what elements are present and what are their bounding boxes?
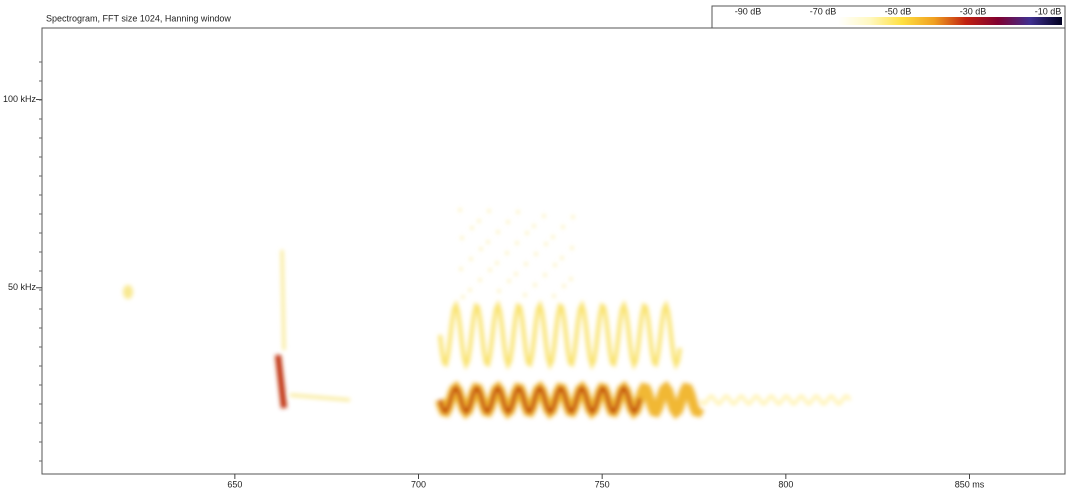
spectral-speck [461,295,465,299]
spectral-speck [525,231,529,235]
spectral-speck [523,293,527,297]
spectral-speck [534,252,538,256]
y-tick-label: 100 kHz [3,94,37,104]
spectral-speck [561,225,565,229]
spectral-speck [505,251,509,255]
spectral-trace [438,385,642,415]
spectral-speck [495,261,499,265]
spectrogram-image [123,208,852,420]
spectral-spot [123,285,133,299]
spectral-speck [469,257,473,261]
x-tick-label: 800 [778,479,793,489]
spectral-speck [488,268,492,272]
spectral-speck [497,289,501,293]
spectral-speck [544,242,548,246]
spectral-speck [496,230,500,234]
spectral-speck [459,267,463,271]
colorbar-label: -70 dB [810,6,837,16]
spectral-speck [468,288,472,292]
spectral-speck [486,240,490,244]
spectral-speck [542,214,546,218]
spectral-trace [698,394,852,406]
colorbar [838,17,1062,25]
colorbar-label: -90 dB [735,6,762,16]
colorbar-label: -10 dB [1035,6,1062,16]
spectral-speck [460,236,464,240]
colorbar-label: -50 dB [885,6,912,16]
spectral-speck [562,284,566,288]
x-tick-label: 750 [595,479,610,489]
spectral-trace [275,354,287,409]
spectral-speck [515,241,519,245]
spectral-speck [487,209,491,213]
spectral-speck [533,283,537,287]
y-tick-label: 50 kHz [8,282,37,292]
spectral-speck [479,247,483,251]
spectral-speck [514,272,518,276]
spectral-speck [552,294,556,298]
spectral-speck [458,208,462,212]
spectral-speck [506,220,510,224]
spectral-speck [570,246,574,250]
spectral-speck [551,235,555,239]
spectral-speck [569,277,573,281]
spectral-speck [571,215,575,219]
spectral-speck [470,226,474,230]
chart-title: Spectrogram, FFT size 1024, Hanning wind… [46,13,231,23]
x-tick-label: 700 [411,479,426,489]
spectral-speck [532,224,536,228]
x-tick-label: 850 ms [955,479,985,489]
spectral-trace [438,299,682,371]
spectral-speck [560,256,564,260]
spectral-speck [477,219,481,223]
x-tick-label: 650 [227,479,242,489]
colorbar-label: -30 dB [960,6,987,16]
spectral-speck [516,210,520,214]
spectral-speck [478,278,482,282]
spectral-trace [280,249,351,402]
spectral-speck [507,279,511,283]
spectral-speck [553,263,557,267]
spectral-speck [543,273,547,277]
spectral-speck [524,262,528,266]
